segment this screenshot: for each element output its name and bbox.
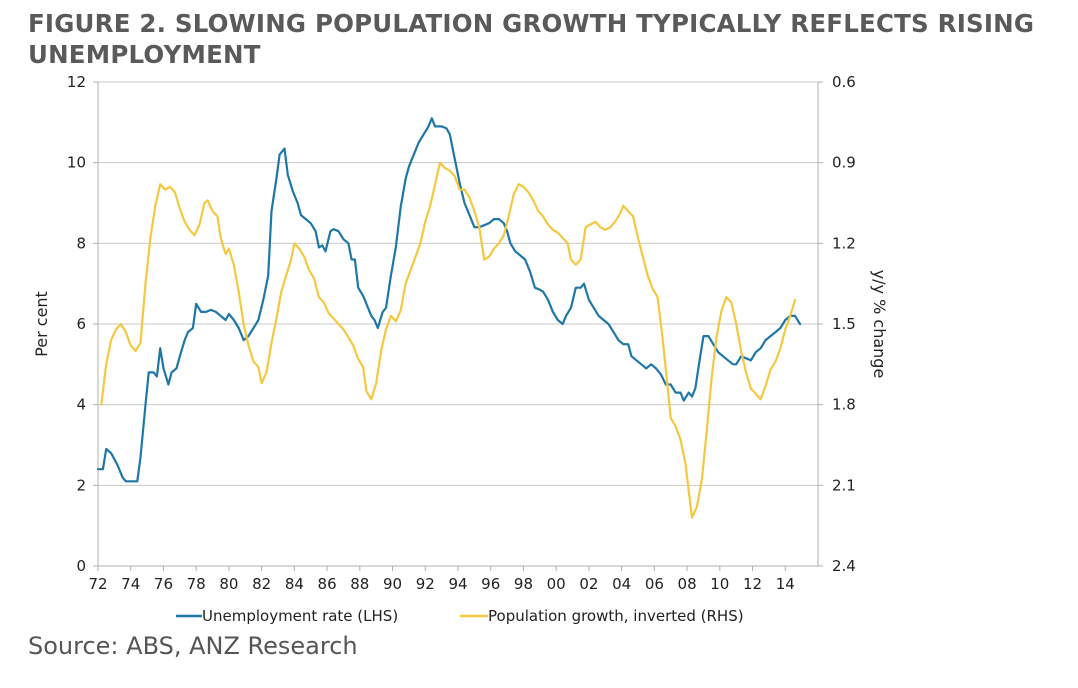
- x-tick-label: 90: [383, 575, 402, 593]
- right-tick-label: 0.9: [832, 154, 856, 172]
- right-tick-label: 2.4: [832, 557, 856, 575]
- left-tick-label: 6: [76, 315, 86, 333]
- x-tick-label: 98: [514, 575, 533, 593]
- left-tick-label: 4: [76, 396, 86, 414]
- figure-title: FIGURE 2. SLOWING POPULATION GROWTH TYPI…: [28, 8, 1068, 70]
- gridlines: [98, 81, 818, 486]
- x-tick-label: 76: [154, 575, 173, 593]
- x-tick-label: 94: [448, 575, 467, 593]
- legend-label-population: Population growth, inverted (RHS): [488, 607, 744, 625]
- population-growth-inverted-line: [100, 161, 797, 519]
- x-tick-label: 10: [710, 575, 729, 593]
- x-tick-label: 72: [88, 575, 107, 593]
- x-tick-label: 88: [350, 575, 369, 593]
- left-tick-label: 12: [67, 73, 86, 91]
- unemployment-rate-line: [96, 117, 802, 483]
- right-tick-label: 1.5: [832, 315, 856, 333]
- right-tick-label: 1.2: [832, 234, 856, 252]
- x-tick-label: 14: [776, 575, 795, 593]
- x-tick-label: 86: [318, 575, 337, 593]
- right-tick-label: 1.8: [832, 396, 856, 414]
- legend: Unemployment rate (LHS) Population growt…: [176, 607, 744, 625]
- left-tick-label: 8: [76, 234, 86, 252]
- figure-title-line-2: UNEMPLOYMENT: [28, 40, 261, 69]
- x-tick-label: 04: [612, 575, 631, 593]
- source-note: Source: ABS, ANZ Research: [28, 632, 358, 660]
- series-lines: [96, 117, 802, 519]
- left-axis-label: Per cent: [32, 291, 51, 357]
- x-tick-label: 74: [121, 575, 140, 593]
- x-tick-label: 84: [285, 575, 304, 593]
- x-tick-label: 96: [481, 575, 500, 593]
- figure-title-line-1: FIGURE 2. SLOWING POPULATION GROWTH TYPI…: [28, 9, 1035, 38]
- x-tick-label: 02: [579, 575, 598, 593]
- right-axis-label: y/y % change: [870, 270, 889, 379]
- legend-label-unemployment: Unemployment rate (LHS): [202, 607, 398, 625]
- left-tick-label: 0: [76, 557, 86, 575]
- x-tick-label: 82: [252, 575, 271, 593]
- left-tick-label: 10: [67, 154, 86, 172]
- x-tick-label: 80: [219, 575, 238, 593]
- left-tick-label: 2: [76, 476, 86, 494]
- x-tick-label: 78: [187, 575, 206, 593]
- x-tick-label: 00: [547, 575, 566, 593]
- x-tick-label: 12: [743, 575, 762, 593]
- right-tick-label: 2.1: [832, 476, 856, 494]
- x-tick-label: 92: [416, 575, 435, 593]
- right-tick-label: 0.6: [832, 73, 856, 91]
- x-tick-label: 08: [678, 575, 697, 593]
- x-tick-label: 06: [645, 575, 664, 593]
